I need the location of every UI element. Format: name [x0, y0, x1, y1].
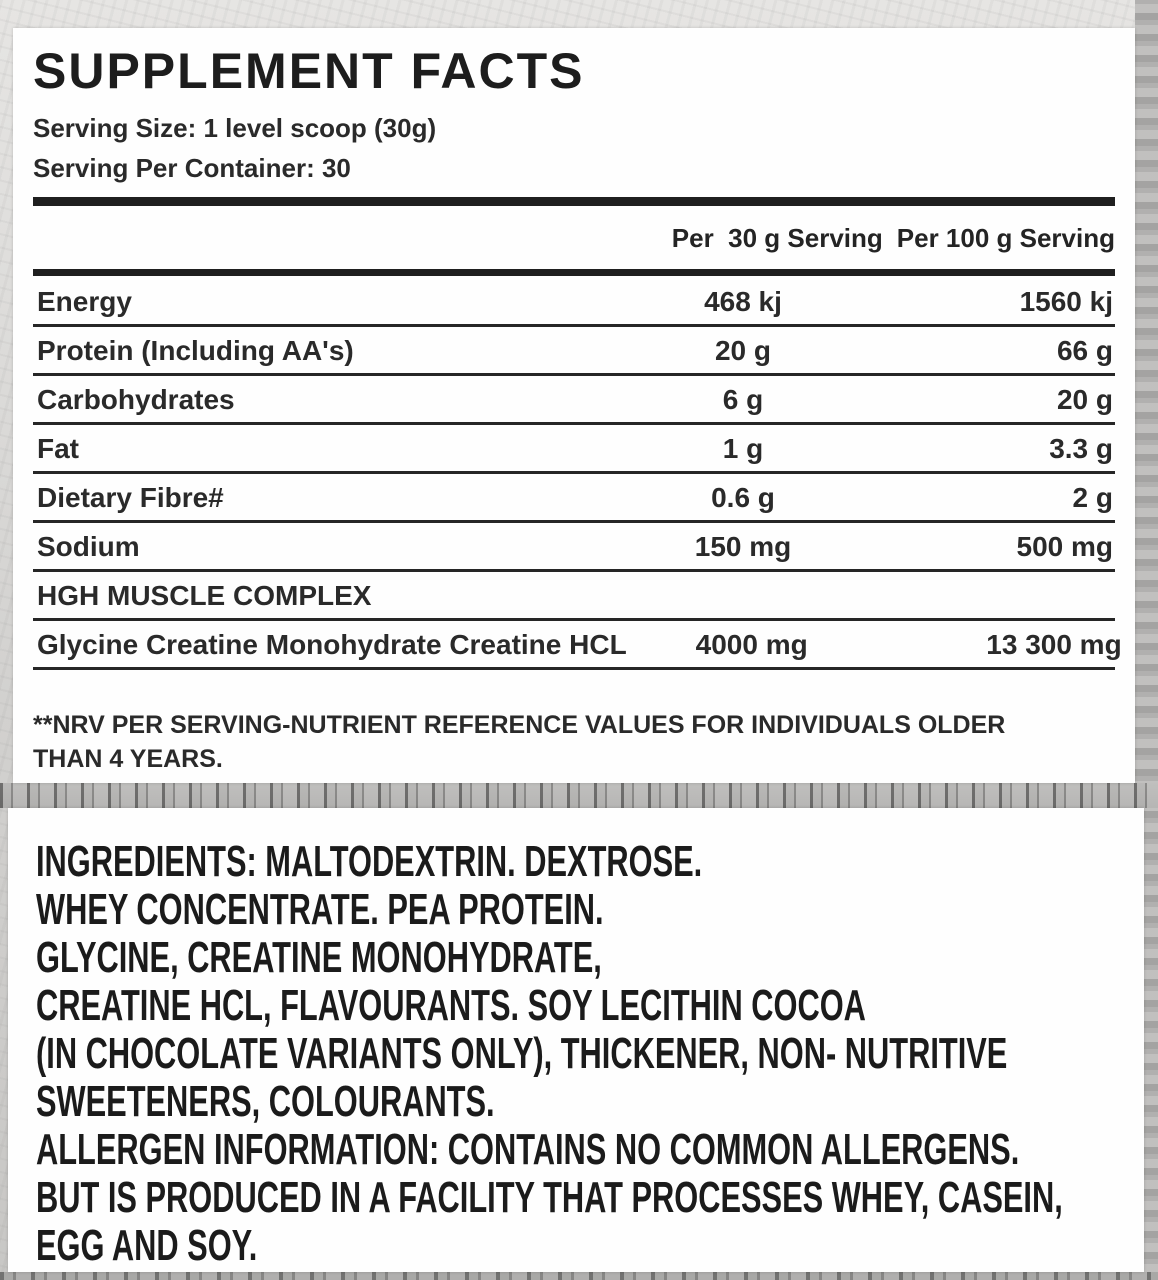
- column-header-per-30g: Per 30 g Serving: [671, 223, 883, 253]
- value-per-100g: 3.3 g: [1049, 432, 1113, 464]
- value-per-100g: 13 300 mg: [986, 628, 1122, 660]
- divider-bar-header: [33, 269, 1115, 276]
- value-per-100g: 20 g: [1056, 383, 1113, 415]
- nutrient-name: Dietary Fibre#: [37, 481, 224, 513]
- ingredients-line: CREATINE HCL, FLAVOURANTS. SOY LECITHIN …: [36, 981, 866, 1030]
- column-header-row: Per 30 g Serving Per 100 g Serving: [33, 223, 1115, 254]
- background-texture-bottom: [0, 1272, 1158, 1280]
- section-header-name: HGH MUSCLE COMPLEX: [37, 579, 372, 611]
- value-per-30g: 6 g: [722, 383, 764, 415]
- table-row-carbohydrates: Carbohydrates 6 g 20 g: [33, 376, 1115, 425]
- nutrient-name: Sodium: [37, 530, 140, 562]
- background-texture-band: [0, 783, 1158, 808]
- table-row-energy: Energy 468 kj 1560 kj: [33, 278, 1115, 327]
- nutrient-name: Carbohydrates: [37, 383, 235, 415]
- column-header-per-100g: Per 100 g Serving: [896, 223, 1115, 253]
- table-row-sodium: Sodium 150 mg 500 mg: [33, 523, 1115, 572]
- supplement-facts-panel: SUPPLEMENT FACTS Serving Size: 1 level s…: [13, 28, 1135, 783]
- table-row-fat: Fat 1 g 3.3 g: [33, 425, 1115, 474]
- value-per-100g: 500 mg: [1016, 530, 1114, 562]
- divider-bar-top: [33, 197, 1115, 206]
- ingredients-line: (IN CHOCOLATE VARIANTS ONLY), THICKENER,…: [36, 1029, 1008, 1078]
- table-row-dietary-fibre: Dietary Fibre# 0.6 g 2 g: [33, 474, 1115, 523]
- nrv-footnote: **NRV PER SERVING-NUTRIENT REFERENCE VAL…: [33, 711, 1006, 773]
- nutrient-name: Protein (Including AA's): [37, 334, 354, 366]
- ingredients-line: SWEETENERS, COLOURANTS.: [36, 1077, 495, 1126]
- servings-per-container-line: Serving Per Container: 30: [33, 153, 351, 183]
- serving-size-line: Serving Size: 1 level scoop (30g): [33, 113, 437, 143]
- table-row-hgh-muscle-complex: HGH MUSCLE COMPLEX: [33, 572, 1115, 621]
- ingredients-line: WHEY CONCENTRATE. PEA PROTEIN.: [36, 885, 604, 934]
- nutrition-table: Energy 468 kj 1560 kj Protein (Including…: [33, 278, 1122, 670]
- nutrient-name: Energy: [37, 285, 132, 317]
- nutrient-name: Fat: [37, 432, 79, 464]
- ingredients-line: GLYCINE, CREATINE MONOHYDRATE,: [36, 933, 602, 982]
- allergen-info-line: BUT IS PRODUCED IN A FACILITY THAT PROCE…: [36, 1173, 1063, 1222]
- allergen-info-line: ALLERGEN INFORMATION: CONTAINS NO COMMON…: [36, 1125, 1020, 1174]
- value-per-30g: 0.6 g: [711, 481, 775, 513]
- table-row-protein: Protein (Including AA's) 20 g 66 g: [33, 327, 1115, 376]
- value-per-100g: 2 g: [1072, 481, 1113, 513]
- value-per-100g: 66 g: [1056, 334, 1113, 366]
- value-per-30g: 468 kj: [704, 285, 782, 317]
- value-per-30g: 1 g: [722, 432, 764, 464]
- table-row-glycine-creatine: Glycine Creatine Monohydrate Creatine HC…: [33, 621, 1122, 670]
- supplement-facts-title: SUPPLEMENT FACTS: [33, 43, 585, 99]
- value-per-30g: 20 g: [714, 334, 772, 366]
- ingredients-panel: INGREDIENTS: MALTODEXTRIN. DEXTROSE. WHE…: [8, 808, 1144, 1272]
- nutrient-name: Glycine Creatine Monohydrate Creatine HC…: [37, 628, 627, 660]
- allergen-info-line: EGG AND SOY.: [36, 1221, 258, 1270]
- supplement-facts-content: SUPPLEMENT FACTS Serving Size: 1 level s…: [33, 42, 1122, 776]
- value-per-100g: 1560 kj: [1019, 285, 1113, 317]
- ingredients-line: INGREDIENTS: MALTODEXTRIN. DEXTROSE.: [36, 837, 703, 886]
- value-per-30g: 4000 mg: [695, 628, 808, 660]
- value-per-30g: 150 mg: [694, 530, 792, 562]
